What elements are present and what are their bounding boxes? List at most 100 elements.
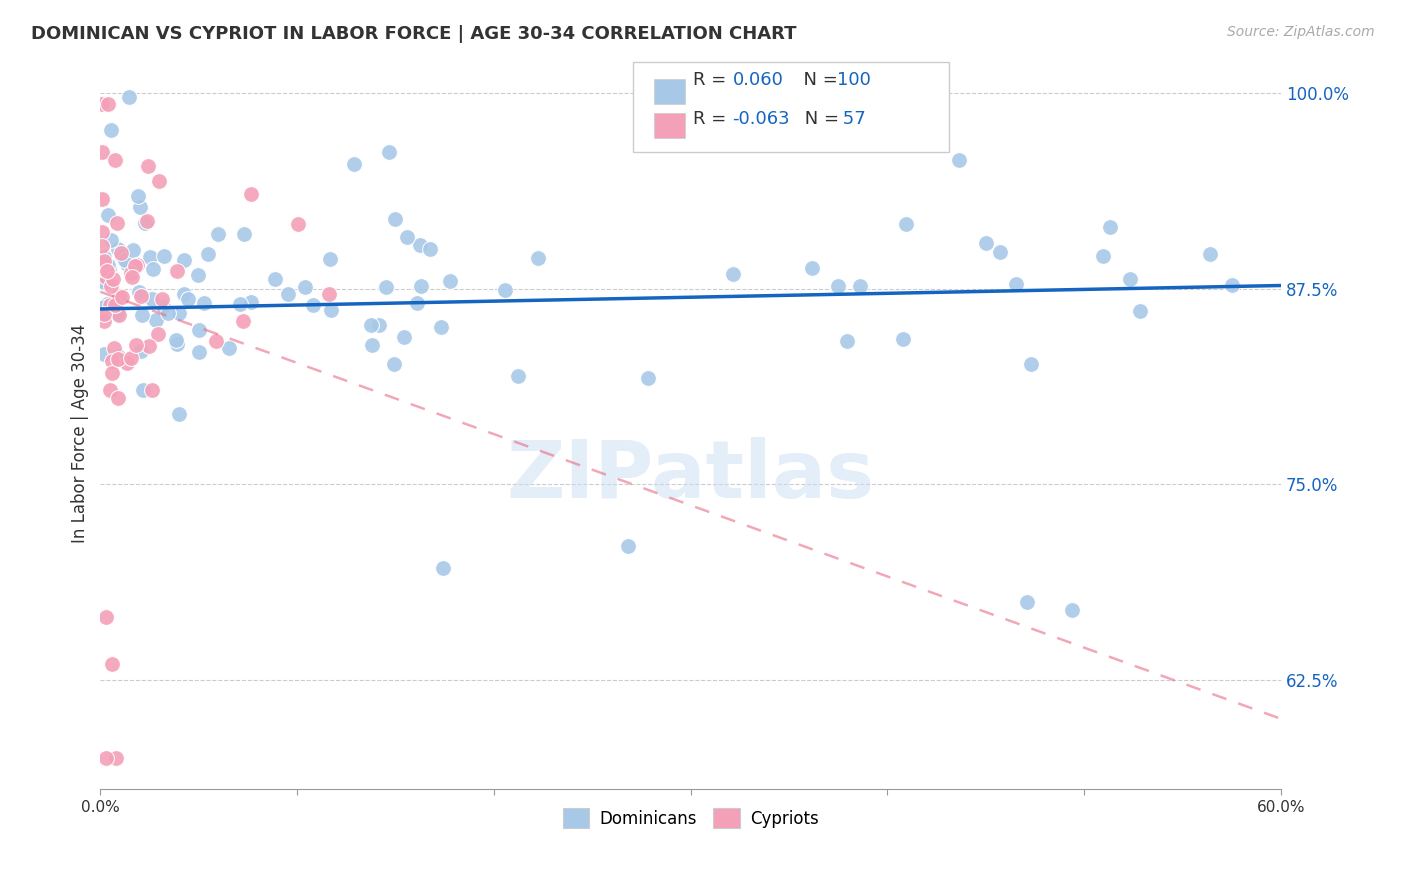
Point bbox=[125, 258, 148, 272]
Point bbox=[835, 334, 858, 348]
Point bbox=[1062, 603, 1084, 617]
Point bbox=[1091, 249, 1114, 263]
Point bbox=[97, 208, 120, 222]
Point bbox=[91, 262, 114, 277]
Point bbox=[110, 290, 132, 304]
Point bbox=[100, 233, 122, 247]
Text: R =: R = bbox=[693, 71, 733, 89]
Point bbox=[187, 323, 209, 337]
Point bbox=[105, 307, 128, 321]
Point bbox=[494, 283, 516, 297]
Point bbox=[988, 245, 1011, 260]
Point bbox=[93, 300, 115, 314]
Point bbox=[105, 308, 128, 322]
Point bbox=[232, 227, 254, 241]
Point bbox=[384, 212, 406, 227]
Point bbox=[617, 539, 640, 553]
Text: ZIPatlas: ZIPatlas bbox=[506, 437, 875, 515]
Point bbox=[173, 287, 195, 301]
Point bbox=[141, 292, 163, 306]
Point bbox=[135, 213, 157, 227]
Point bbox=[96, 270, 118, 285]
Point bbox=[91, 192, 114, 206]
Point bbox=[432, 561, 454, 575]
Point bbox=[136, 159, 159, 173]
Point bbox=[1220, 278, 1243, 293]
Point bbox=[218, 341, 240, 355]
Point bbox=[319, 302, 342, 317]
Point bbox=[395, 230, 418, 244]
Point bbox=[1129, 304, 1152, 318]
Point bbox=[98, 298, 121, 312]
Point bbox=[1199, 247, 1222, 261]
Point bbox=[107, 352, 129, 367]
Point bbox=[527, 251, 550, 265]
Point bbox=[138, 338, 160, 352]
Point bbox=[377, 145, 399, 159]
Point bbox=[104, 298, 127, 312]
Point bbox=[343, 157, 366, 171]
Text: Source: ZipAtlas.com: Source: ZipAtlas.com bbox=[1227, 25, 1375, 39]
Point bbox=[111, 249, 134, 263]
Point bbox=[153, 249, 176, 263]
Point bbox=[148, 174, 170, 188]
Point bbox=[100, 123, 122, 137]
Point bbox=[894, 217, 917, 231]
Point bbox=[114, 253, 136, 268]
Point bbox=[240, 186, 263, 201]
Point bbox=[103, 342, 125, 356]
Point bbox=[173, 252, 195, 267]
Point bbox=[1099, 220, 1122, 235]
Point bbox=[1119, 272, 1142, 286]
Point bbox=[849, 279, 872, 293]
Point bbox=[131, 308, 153, 322]
Point bbox=[142, 262, 165, 277]
Point bbox=[193, 296, 215, 310]
Text: 100: 100 bbox=[837, 71, 870, 89]
Point bbox=[120, 351, 142, 365]
Point bbox=[124, 259, 146, 273]
Point bbox=[93, 253, 115, 268]
Point bbox=[405, 296, 427, 310]
Point bbox=[156, 305, 179, 319]
Point bbox=[166, 264, 188, 278]
Point bbox=[430, 320, 453, 334]
Text: 0.060: 0.060 bbox=[733, 71, 783, 89]
Point bbox=[96, 610, 118, 624]
Point bbox=[101, 271, 124, 285]
Point bbox=[107, 242, 129, 256]
Point bbox=[506, 369, 529, 384]
Point bbox=[93, 268, 115, 283]
Point bbox=[207, 227, 229, 241]
Point bbox=[120, 266, 142, 280]
Point bbox=[318, 287, 340, 301]
Point bbox=[98, 384, 121, 398]
Point bbox=[97, 97, 120, 112]
Point bbox=[100, 279, 122, 293]
Text: 57: 57 bbox=[837, 110, 865, 128]
Point bbox=[367, 318, 389, 332]
Point bbox=[205, 334, 228, 348]
Point bbox=[827, 279, 849, 293]
Point bbox=[165, 333, 187, 347]
Point bbox=[97, 258, 120, 272]
Point bbox=[97, 261, 120, 276]
Point bbox=[101, 657, 124, 671]
Point bbox=[411, 279, 433, 293]
Point bbox=[127, 189, 149, 203]
Point bbox=[294, 280, 316, 294]
Point bbox=[382, 357, 405, 371]
Point bbox=[115, 356, 138, 370]
Point bbox=[93, 275, 115, 289]
Point bbox=[129, 343, 152, 358]
Point bbox=[187, 345, 209, 359]
Point bbox=[166, 337, 188, 351]
Point bbox=[108, 289, 131, 303]
Point bbox=[229, 296, 252, 310]
Point bbox=[94, 262, 117, 277]
Point bbox=[145, 313, 167, 327]
Point bbox=[277, 287, 299, 301]
Point bbox=[91, 256, 114, 270]
Point bbox=[121, 269, 143, 284]
Text: -0.063: -0.063 bbox=[733, 110, 790, 128]
